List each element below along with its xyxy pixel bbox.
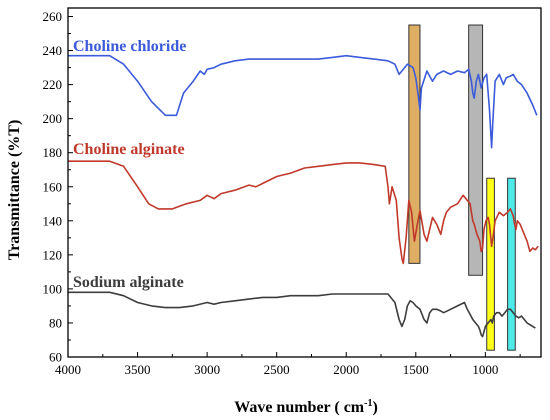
highlight-band-1	[408, 24, 421, 264]
series-label-choline-chloride: Choline chloride	[73, 38, 186, 55]
highlight-band-2	[468, 24, 484, 276]
y-tick-label: 180	[43, 145, 63, 160]
x-axis-title: Wave number ( cm-1)	[234, 398, 378, 416]
x-axis-title-unit-exponent: -1	[364, 398, 372, 409]
series-line-choline-chloride	[68, 54, 538, 149]
highlight-band-3	[486, 177, 495, 351]
y-tick-label: 160	[43, 179, 63, 194]
x-tick-label: 2500	[264, 362, 290, 377]
y-axis-ticks: 60 80 100 120 140 160 180 200 220 240 260	[43, 9, 73, 365]
x-axis-ticks: 4000 3500 3000 2500 2000 1500 1000	[55, 352, 521, 377]
y-tick-label: 60	[49, 350, 62, 365]
y-tick-label: 220	[43, 77, 63, 92]
highlight-band-4	[507, 177, 516, 351]
series-label-choline-alginate: Choline alginate	[73, 141, 185, 158]
x-tick-label: 4000	[55, 362, 81, 377]
series-label-sodium-alginate: Sodium alginate	[73, 274, 184, 291]
y-tick-label: 240	[43, 43, 63, 58]
x-axis-title-main: Wave number ( cm	[234, 399, 365, 416]
y-tick-label: 140	[43, 213, 63, 228]
series-lines	[68, 54, 539, 338]
y-axis-title: Transmittance (%T)	[6, 120, 23, 261]
y-tick-label: 200	[43, 111, 63, 126]
series-line-choline-alginate	[68, 160, 539, 265]
series-line-sodium-alginate	[68, 291, 536, 338]
y-tick-label: 120	[43, 247, 63, 262]
x-tick-label: 1000	[472, 362, 498, 377]
plot-frame	[67, 7, 542, 358]
y-tick-label: 260	[43, 9, 63, 24]
x-axis-title-close: )	[372, 399, 377, 416]
x-tick-label: 2000	[333, 362, 359, 377]
y-tick-label: 100	[43, 281, 63, 296]
y-tick-label: 80	[49, 315, 62, 330]
x-tick-label: 3000	[194, 362, 220, 377]
x-tick-label: 1500	[403, 362, 429, 377]
x-tick-label: 3500	[125, 362, 151, 377]
